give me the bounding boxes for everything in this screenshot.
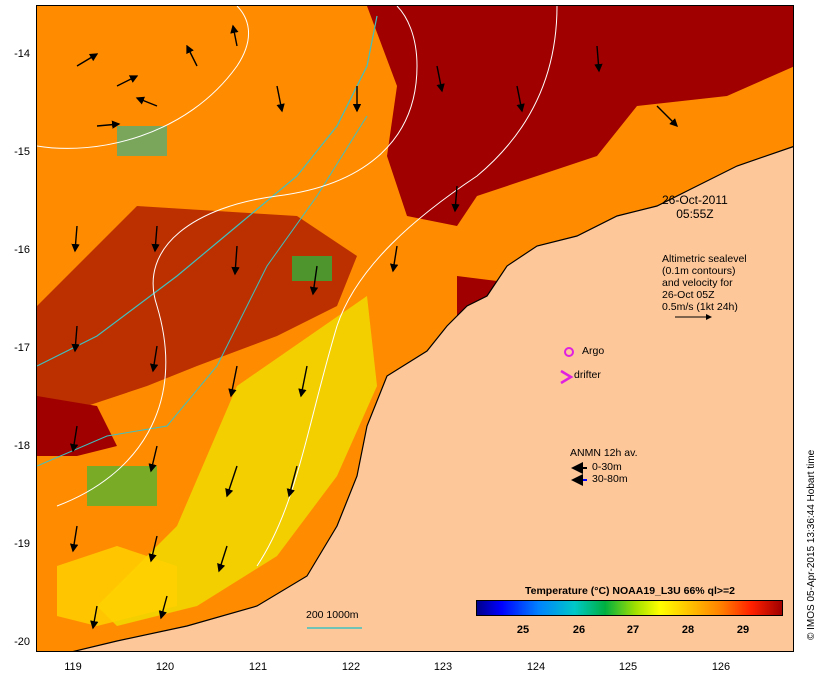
velocity-arrows xyxy=(69,24,678,630)
current-arrow xyxy=(594,45,603,73)
current-arrow xyxy=(286,465,298,498)
altimetry-line: and velocity for xyxy=(662,277,733,289)
drifter-symbol xyxy=(560,369,574,385)
current-arrow xyxy=(116,75,139,87)
current-arrow xyxy=(69,425,79,453)
date-label: 26-Oct-2011 05:55Z xyxy=(662,193,728,221)
green-patch xyxy=(292,256,332,281)
current-arrow xyxy=(276,85,285,113)
altimetry-line: 26-Oct 05Z xyxy=(662,289,715,301)
sealevel-contour xyxy=(56,6,418,507)
land-peninsula xyxy=(557,236,637,306)
lon-tick-label: 126 xyxy=(711,661,731,673)
altimetry-line: (0.1m contours) xyxy=(662,265,736,277)
lon-tick-label: 124 xyxy=(526,661,546,673)
lat-tick-label: -16 xyxy=(14,244,30,256)
warm-water-patch-central xyxy=(37,206,357,426)
current-arrow xyxy=(96,120,121,129)
lon-tick-label: 125 xyxy=(618,661,638,673)
anmn-title: ANMN 12h av. xyxy=(570,447,638,459)
isobath-1000m xyxy=(37,115,368,467)
sst-map[interactable] xyxy=(36,5,794,652)
current-arrow xyxy=(149,345,159,373)
current-arrow xyxy=(148,535,158,563)
warm-water-northeast xyxy=(367,6,793,226)
green-patch xyxy=(87,466,157,506)
current-arrow xyxy=(151,225,160,253)
current-arrow xyxy=(71,325,80,353)
altimetry-line: 0.5m/s (1kt 24h) xyxy=(662,301,738,313)
current-arrow xyxy=(90,605,99,630)
colorbar-title: Temperature (°C) NOAA19_L3U 66% ql>=2 xyxy=(525,585,735,597)
current-arrow xyxy=(186,44,198,67)
argo-symbol xyxy=(564,347,574,357)
current-arrow xyxy=(516,85,525,113)
current-arrow xyxy=(71,225,80,253)
colorbar-tick: 26 xyxy=(572,624,586,636)
current-arrow xyxy=(230,24,239,47)
date-line: 26-Oct-2011 xyxy=(662,193,728,207)
anmn-shallow-label: 0-30m xyxy=(592,461,622,473)
drifter-label: drifter xyxy=(574,369,601,381)
coastline xyxy=(72,146,793,651)
lon-tick-label: 119 xyxy=(64,661,82,673)
colorbar-tick: 29 xyxy=(736,624,750,636)
lat-tick-label: -19 xyxy=(14,538,30,550)
anmn-deep-label: 30-80m xyxy=(592,473,628,485)
current-arrow xyxy=(225,465,238,498)
current-arrow xyxy=(69,525,79,553)
altimetry-line: Altimetric sealevel xyxy=(662,253,747,265)
current-arrow xyxy=(228,365,238,398)
isobath-200m xyxy=(37,15,378,367)
current-arrow xyxy=(217,545,228,573)
argo-label: Argo xyxy=(582,345,605,357)
current-arrow xyxy=(656,105,678,127)
copyright-label: © IMOS 05-Apr-2015 13:36:44 Hobart time xyxy=(806,449,817,640)
lat-tick-label: -17 xyxy=(14,342,30,354)
colorbar-tick: 25 xyxy=(516,624,530,636)
altimetry-legend: Altimetric sealevel (0.1m contours) and … xyxy=(662,253,747,313)
current-arrow xyxy=(309,265,319,296)
lon-tick-label: 121 xyxy=(248,661,268,673)
lat-tick-label: -15 xyxy=(14,146,30,158)
current-arrow xyxy=(148,445,158,473)
current-arrow xyxy=(451,185,460,213)
time-line: 05:55Z xyxy=(676,207,714,221)
lat-tick-label: -20 xyxy=(14,636,30,648)
current-arrow xyxy=(158,595,168,620)
cool-water-inshore xyxy=(97,296,377,626)
lon-tick-label: 122 xyxy=(341,661,361,673)
current-arrow xyxy=(231,245,240,276)
sealevel-contour xyxy=(37,6,250,149)
current-arrow xyxy=(135,96,158,107)
cool-patch-south xyxy=(57,546,177,626)
current-arrow xyxy=(298,365,308,398)
current-arrow xyxy=(389,245,399,273)
colorbar-tick: 27 xyxy=(626,624,640,636)
lat-tick-label: -14 xyxy=(14,48,30,60)
isobath-label: 200 1000m xyxy=(306,609,359,621)
sealevel-contour xyxy=(256,6,558,567)
lon-tick-label: 120 xyxy=(155,661,175,673)
colorbar xyxy=(476,600,783,616)
colorbar-tick: 28 xyxy=(681,624,695,636)
current-arrow xyxy=(76,53,99,67)
lat-tick-label: -18 xyxy=(14,440,30,452)
current-arrow xyxy=(436,65,445,93)
lon-tick-label: 123 xyxy=(433,661,453,673)
